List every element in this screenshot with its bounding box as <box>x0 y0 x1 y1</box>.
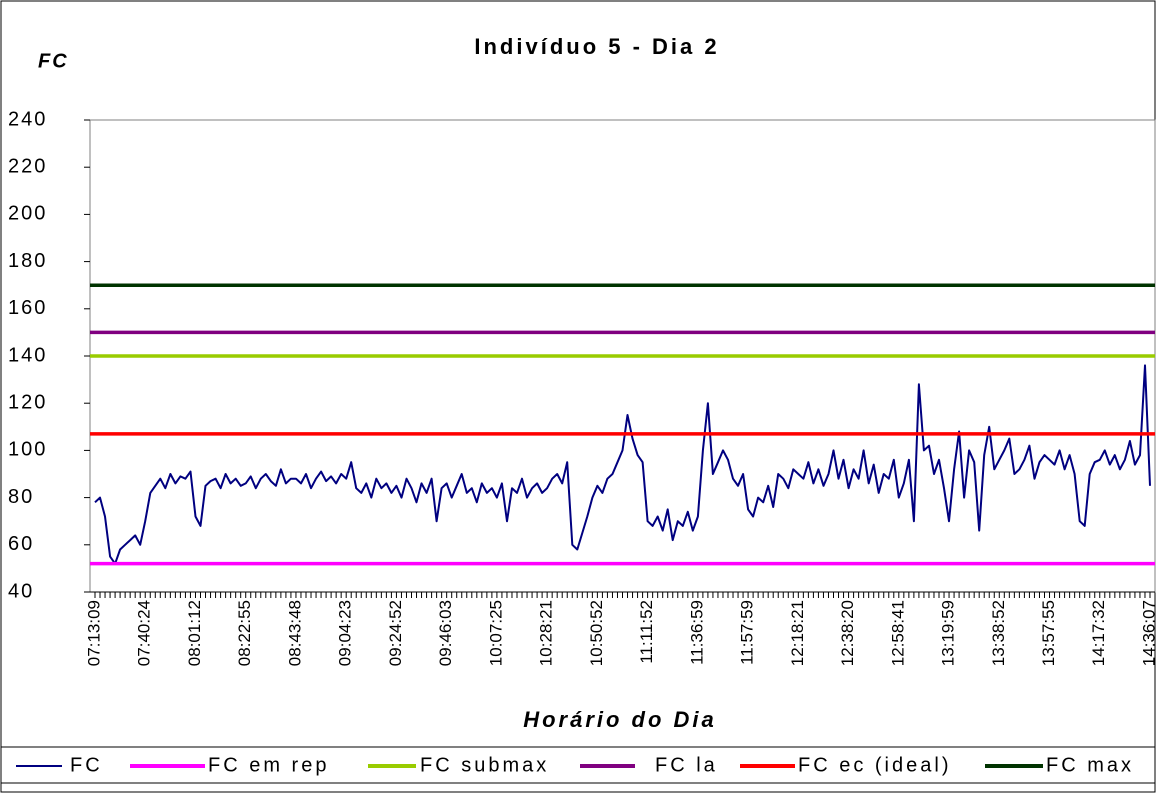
x-tick-label: 10:07:25 <box>486 600 505 666</box>
x-tick-label: 11:36:59 <box>687 600 706 665</box>
x-tick-label: 08:43:48 <box>285 600 304 666</box>
y-tick-label: 60 <box>8 533 34 555</box>
y-tick-label: 120 <box>8 391 47 413</box>
x-tick-label: 08:01:12 <box>185 600 204 666</box>
x-tick-label: 10:28:21 <box>537 600 556 666</box>
x-tick-label: 12:38:20 <box>838 600 857 666</box>
y-tick-label: 80 <box>8 486 34 508</box>
x-axis-title: Horário do Dia <box>523 707 717 732</box>
x-tick-label: 11:11:52 <box>637 600 656 664</box>
legend-label: FC la <box>655 754 718 776</box>
y-tick-label: 200 <box>8 203 47 225</box>
x-tick-label: 09:24:52 <box>386 600 405 666</box>
y-axis-title: FC <box>38 50 69 72</box>
x-tick-label: 07:40:24 <box>135 600 154 666</box>
legend-label: FC <box>70 754 103 776</box>
y-tick-label: 40 <box>8 580 34 602</box>
x-tick-label: 09:04:23 <box>336 600 355 666</box>
x-tick-label: 14:36:07 <box>1139 600 1157 666</box>
x-tick-label: 13:19:59 <box>939 600 958 666</box>
x-tick-label: 08:22:55 <box>235 600 254 666</box>
x-tick-label: 13:57:55 <box>1039 600 1058 666</box>
legend-label: FC ec (ideal) <box>798 754 951 776</box>
legend-label: FC submax <box>420 754 549 776</box>
legend-label: FC em rep <box>208 754 329 776</box>
chart-title: Indivíduo 5 - Dia 2 <box>474 34 719 59</box>
x-tick-label: 07:13:09 <box>84 600 103 666</box>
x-tick-label: 12:58:41 <box>888 600 907 666</box>
y-tick-label: 100 <box>8 439 47 461</box>
x-tick-label: 13:38:52 <box>989 600 1008 666</box>
x-tick-label: 09:46:03 <box>436 600 455 666</box>
legend-frame <box>0 746 1156 784</box>
y-tick-label: 140 <box>8 344 47 366</box>
x-tick-label: 12:18:21 <box>788 600 807 666</box>
y-tick-label: 160 <box>8 297 47 319</box>
data-line <box>94 364 1151 565</box>
x-tick-label: 14:17:32 <box>1089 600 1108 666</box>
x-tick-label: 10:50:52 <box>587 600 606 666</box>
x-tick-label: 11:57:59 <box>738 600 757 665</box>
legend-label: FC max <box>1046 754 1134 776</box>
y-tick-label: 220 <box>8 155 47 177</box>
y-tick-label: 180 <box>8 250 47 272</box>
y-tick-label: 240 <box>8 108 47 130</box>
